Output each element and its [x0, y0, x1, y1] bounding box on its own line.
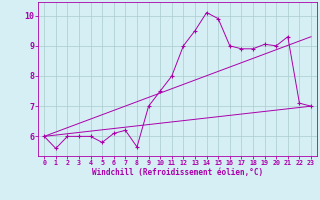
X-axis label: Windchill (Refroidissement éolien,°C): Windchill (Refroidissement éolien,°C) [92, 168, 263, 177]
